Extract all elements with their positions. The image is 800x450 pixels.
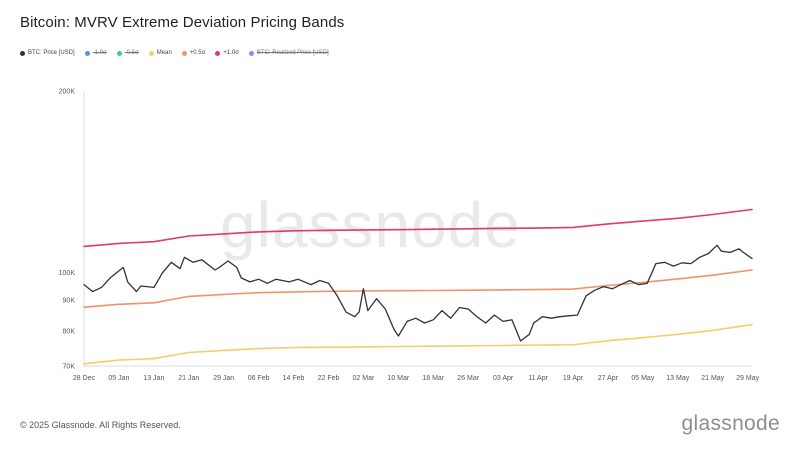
series-line-2 [83,323,753,365]
x-tick-label: 21 May [701,375,724,382]
legend-swatch-icon [181,50,187,56]
x-tick-label: 02 Mar [353,375,375,382]
legend-label: +0.5σ [189,50,206,56]
series-line-0 [83,208,753,248]
legend-label: +1.0σ [223,50,239,56]
legend-label: -1.0σ [92,50,107,56]
legend-label: Mean [156,50,172,56]
legend-item[interactable]: +1.0σ [215,50,239,56]
legend-swatch-icon [116,50,122,56]
x-tick-label: 28 Dec [73,375,96,382]
y-tick-label: 200K [59,89,76,96]
x-tick-label: 29 Jan [213,375,234,382]
x-tick-label: 14 Feb [283,375,305,382]
chart-series [83,208,753,365]
x-tick-label: 21 Jan [178,375,199,382]
legend-item[interactable]: -1.0σ [84,50,107,56]
x-tick-label: 13 May [666,375,689,382]
legend-item[interactable]: +0.5σ [181,50,206,56]
x-tick-label: 22 Feb [318,375,340,382]
y-tick-label: 90K [63,298,76,305]
legend-swatch-icon [148,50,154,56]
chart-ticks: 70K 80K 90K 100K 200K 28 Dec 05 Jan 13 Jan 21 Ja… [59,89,760,383]
x-tick-label: 18 Mar [422,375,444,382]
x-tick-label: 29 May [736,375,759,382]
x-tick-label: 05 May [631,375,654,382]
chart-title: Bitcoin: MVRV Extreme Deviation Pricing … [20,14,345,31]
chart-canvas: 70K 80K 90K 100K 200K 28 Dec 05 Jan 13 Jan 21 Ja… [59,89,760,383]
y-tick-label: 80K [63,329,76,336]
legend-label: -0.5σ [124,50,139,56]
legend-swatch-icon [248,50,254,56]
x-tick-label: 27 Apr [598,375,619,382]
x-tick-label: 03 Apr [493,375,514,382]
x-tick-label: 26 Mar [457,375,479,382]
legend-swatch-icon [84,50,90,56]
x-tick-label: 13 Jan [143,375,164,382]
legend-item[interactable]: -0.5σ [116,50,139,56]
legend-swatch-icon [215,50,221,56]
x-tick-label: 06 Feb [248,375,270,382]
chart-axes [83,91,752,367]
chart-legend: BTC: Price [USD] -1.0σ -0.5σ Mean +0.5σ +1.0σ… [20,50,329,56]
legend-label: BTC: Price [USD] [28,50,75,56]
series-line-3 [83,244,753,342]
legend-label: BTC: Realized Price [USD] [256,50,329,56]
legend-item[interactable]: Mean [148,50,172,56]
legend-item[interactable]: BTC: Price [USD] [20,50,75,56]
legend-item[interactable]: BTC: Realized Price [USD] [248,50,329,56]
legend-swatch-icon [20,50,25,56]
y-tick-label: 70K [63,364,76,371]
y-tick-label: 100K [59,270,76,277]
copyright-text: © 2025 Glassnode. All Rights Reserved. [20,420,181,430]
x-tick-label: 05 Jan [108,375,129,382]
series-line-1 [83,269,753,308]
x-tick-label: 11 Apr [528,375,548,382]
x-tick-label: 19 Apr [563,375,584,382]
footer-brand-logo: glassnode [681,412,780,435]
x-tick-label: 10 Mar [387,375,409,382]
